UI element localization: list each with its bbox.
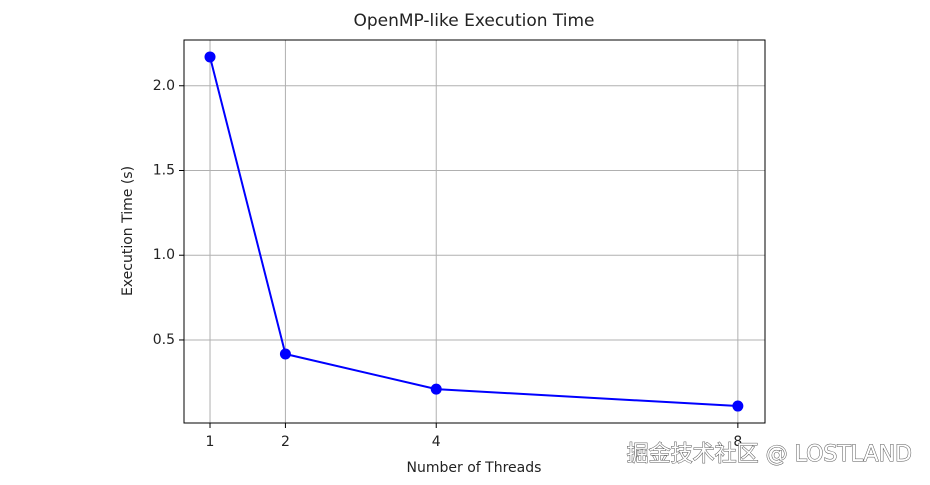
y-axis-label: Execution Time (s) (120, 166, 136, 296)
plot-frame (183, 39, 766, 424)
x-axis-label: Number of Threads (407, 460, 542, 476)
x-tick-label: 1 (206, 434, 215, 450)
watermark: 掘金技术社区 @ LOSTLAND (627, 442, 912, 467)
x-tick-label: 2 (281, 434, 290, 450)
y-tick-label: 2.0 (153, 78, 175, 94)
series-line (209, 56, 738, 408)
y-tick-label: 0.5 (153, 332, 175, 348)
point (279, 348, 291, 360)
y-tick-label: 1.0 (153, 247, 175, 263)
y-tick-label: 1.5 (153, 162, 175, 178)
x-tick-label: 8 (733, 434, 742, 450)
point (732, 400, 744, 412)
x-tick-label: 4 (432, 434, 441, 450)
chart-title: OpenMP-like Execution Time (353, 11, 594, 31)
point (430, 383, 442, 395)
point (204, 51, 216, 63)
